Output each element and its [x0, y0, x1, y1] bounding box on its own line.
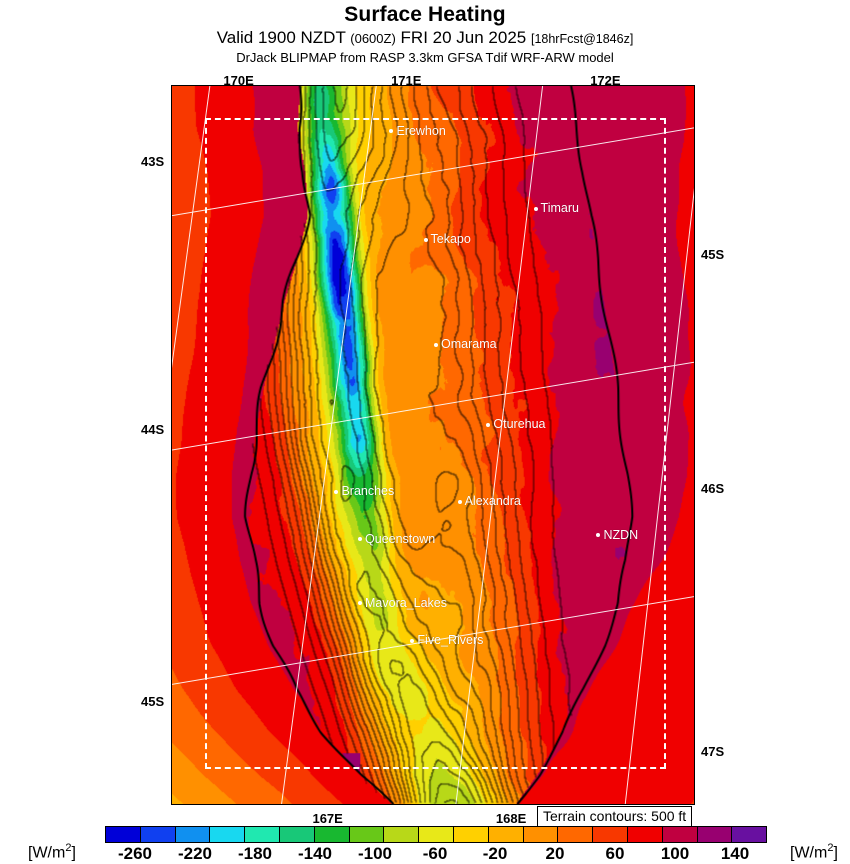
city-marker-queenstown: Queenstown	[358, 533, 435, 545]
city-label: Queenstown	[365, 531, 436, 546]
lat-label-left-45S: 45S	[141, 693, 165, 709]
city-label: Tekapo	[430, 232, 471, 247]
city-label: Omarama	[441, 337, 497, 352]
city-marker-oturehua: Oturehua	[486, 417, 546, 432]
city-label: NZDN	[603, 527, 639, 542]
city-dot-icon	[434, 342, 438, 347]
map-frame[interactable]: Erewhon Timaru Tekapo Omarama Oturehua Branch…	[171, 85, 695, 805]
lon-label-top-171E: 171E	[391, 73, 422, 88]
lat-label-right-45S: 45S	[701, 247, 725, 263]
colorbar-segment-2	[175, 827, 211, 842]
colorbar-segment-16	[662, 827, 698, 842]
colorbar-unit-left: [W/m2]	[28, 842, 76, 862]
city-marker-nzdn: NZDN	[596, 527, 639, 542]
valid-time-line: Valid 1900 NZDT (0600Z) FRI 20 Jun 2025 …	[0, 28, 850, 49]
colorbar-area: [W/m2] -260 -220 -180 -140 -100 -60 -20 20 60 100…	[0, 820, 850, 863]
city-label: Branches	[341, 484, 395, 499]
colorbar-tick--180: -180	[237, 844, 273, 863]
colorbar-segment-11	[488, 827, 524, 842]
lon-label-top-170E: 170E	[223, 73, 254, 88]
city-label: Timaru	[540, 201, 579, 216]
colorbar-tick-60: 60	[605, 844, 625, 863]
colorbar-segment-13	[558, 827, 594, 842]
city-marker-alexandra: Alexandra	[457, 494, 521, 509]
city-dot-icon	[486, 422, 491, 427]
city-dot-icon	[389, 128, 394, 133]
city-marker-five_rivers: Five_Rivers	[410, 633, 484, 648]
city-label: Mavora_Lakes	[365, 595, 448, 610]
lat-label-right-47S: 47S	[701, 744, 725, 759]
colorbar-segment-7	[349, 827, 385, 842]
city-marker-mavora_lakes: Mavora_Lakes	[358, 597, 447, 609]
terrain-contour-legend-text: Terrain contours: 500 ft	[543, 808, 687, 824]
colorbar-tick--220: -220	[177, 844, 213, 863]
lat-label-left-43S: 43S	[141, 153, 165, 169]
city-dot-icon	[596, 532, 601, 537]
colorbar[interactable]	[105, 826, 767, 843]
colorbar-segment-12	[523, 827, 559, 842]
colorbar-tick--60: -60	[422, 844, 448, 863]
title-block: Surface Heating Valid 1900 NZDT (0600Z) …	[0, 0, 850, 66]
colorbar-segment-3	[210, 827, 246, 842]
colorbar-tick-140: 140	[720, 844, 750, 863]
colorbar-segment-8	[384, 827, 420, 842]
page-title: Surface Heating	[344, 3, 506, 26]
lat-label-right-46S: 46S	[701, 481, 725, 497]
lat-label-left-44S: 44S	[141, 422, 165, 438]
colorbar-segment-0	[106, 827, 141, 842]
forecast-tag: [18hrFcst@1846z]	[530, 32, 634, 46]
colorbar-segment-18	[732, 827, 767, 842]
city-label: Five_Rivers	[417, 633, 484, 648]
colorbar-segment-14	[593, 827, 628, 842]
city-marker-erewhon: Erewhon	[389, 123, 446, 138]
valid-prefix: Valid 1900 NZDT	[216, 28, 346, 47]
colorbar-tick--20: -20	[482, 844, 508, 863]
city-marker-omarama: Omarama	[434, 337, 497, 352]
colorbar-segment-9	[419, 827, 454, 842]
colorbar-segment-17	[697, 827, 733, 842]
colorbar-tick-20: 20	[545, 844, 565, 863]
colorbar-tick--100: -100	[357, 844, 393, 863]
valid-date: FRI 20 Jun 2025	[400, 28, 527, 47]
lon-label-bottom-167E: 167E	[312, 811, 343, 826]
colorbar-segment-1	[140, 827, 176, 842]
colorbar-tick-100: 100	[660, 844, 690, 863]
surface-heating-raster	[172, 86, 694, 804]
model-description: DrJack BLIPMAP from RASP 3.3km GFSA Tdif…	[236, 50, 614, 65]
city-dot-icon	[334, 489, 339, 494]
valid-utc: (0600Z)	[350, 31, 396, 46]
colorbar-segment-10	[453, 827, 489, 842]
city-dot-icon	[358, 537, 363, 542]
lon-label-bottom-168E: 168E	[495, 811, 527, 826]
city-label: Oturehua	[493, 417, 546, 432]
colorbar-segment-4	[245, 827, 280, 842]
city-dot-icon	[457, 499, 462, 504]
lon-label-top-172E: 172E	[590, 73, 621, 88]
city-dot-icon	[410, 638, 415, 643]
city-marker-timaru: Timaru	[533, 201, 579, 216]
colorbar-tick--140: -140	[297, 844, 333, 863]
city-dot-icon	[423, 237, 428, 242]
city-marker-branches: Branches	[334, 484, 395, 499]
colorbar-unit-right: [W/m2]	[790, 842, 838, 862]
city-label: Erewhon	[396, 123, 446, 138]
colorbar-segment-15	[627, 827, 663, 842]
city-marker-tekapo: Tekapo	[423, 232, 471, 247]
city-label: Alexandra	[464, 494, 521, 509]
city-dot-icon	[358, 601, 363, 606]
colorbar-tick--260: -260	[117, 844, 153, 863]
colorbar-segment-6	[314, 827, 350, 842]
colorbar-segment-5	[279, 827, 315, 842]
city-dot-icon	[533, 206, 538, 211]
